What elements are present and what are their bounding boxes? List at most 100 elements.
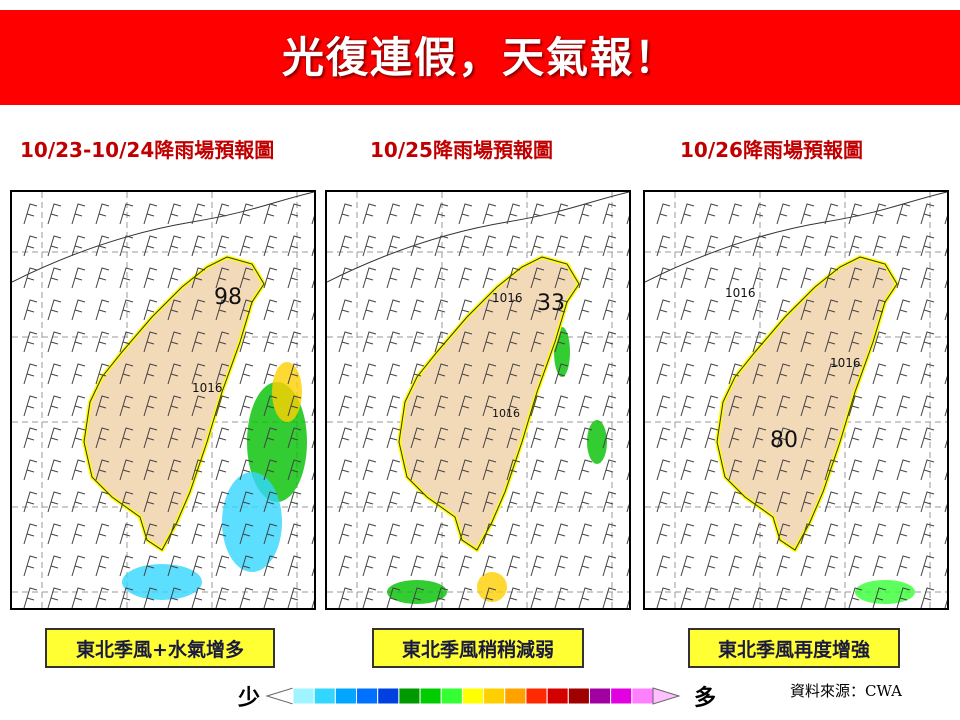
map-label: 1016 [830, 356, 861, 370]
wind-barb [362, 555, 377, 577]
legend-swatch [398, 687, 421, 705]
wind-barb [263, 587, 278, 608]
wind-barb [752, 491, 767, 513]
wind-barb [824, 523, 839, 545]
wind-barb [362, 523, 377, 545]
wind-barb [338, 363, 353, 385]
rain-area [272, 362, 302, 422]
wind-barb [506, 267, 521, 289]
wind-barb [848, 395, 863, 417]
wind-barb [872, 203, 887, 225]
wind-barb [263, 459, 278, 481]
wind-barb [263, 491, 278, 513]
wind-barb [728, 363, 743, 385]
wind-barb [506, 235, 521, 257]
wind-barb [728, 587, 743, 608]
wind-barb [656, 235, 671, 257]
wind-barb [680, 459, 695, 481]
panel-title: 10/25降雨場預報圖 [370, 138, 553, 162]
wind-barb [602, 203, 617, 225]
wind-barb [362, 299, 377, 321]
panel-title: 10/26降雨場預報圖 [680, 138, 863, 162]
wind-barb [896, 523, 911, 545]
wind-barb [95, 299, 110, 321]
wind-barb [47, 203, 62, 225]
wind-barb [656, 491, 671, 513]
wind-barb [776, 267, 791, 289]
wind-barb [386, 299, 401, 321]
wind-barb [656, 523, 671, 545]
wind-barb [848, 427, 863, 449]
wind-barb [215, 363, 230, 385]
wind-barb [95, 267, 110, 289]
wind-barb [530, 235, 545, 257]
wind-barb [386, 523, 401, 545]
wind-barb [143, 427, 158, 449]
wind-barb [287, 587, 302, 608]
wind-barb [119, 299, 134, 321]
wind-barb [680, 427, 695, 449]
rain-area [477, 572, 507, 602]
wind-barb [872, 427, 887, 449]
wind-barb [191, 331, 206, 353]
wind-barb [776, 523, 791, 545]
wind-barb [458, 363, 473, 385]
wind-barb [824, 427, 839, 449]
wind-barb [776, 299, 791, 321]
wind-barb [95, 331, 110, 353]
wind-barb [386, 363, 401, 385]
wind-barb [311, 279, 314, 289]
wind-barb [680, 267, 695, 289]
wind-barb [656, 331, 671, 353]
wind-barb [800, 235, 815, 257]
wind-barb [848, 299, 863, 321]
wind-barb [800, 523, 815, 545]
wind-barb [338, 459, 353, 481]
wind-barb [506, 523, 521, 545]
wind-barb [23, 331, 38, 353]
wind-barb [680, 555, 695, 577]
wind-barb [434, 331, 449, 353]
wind-barb [71, 235, 86, 257]
wind-barb [239, 427, 254, 449]
wind-barb [191, 363, 206, 385]
wind-barb [728, 235, 743, 257]
wind-barb [578, 395, 593, 417]
wind-barb [554, 203, 569, 225]
wind-barb [554, 395, 569, 417]
wind-barb [920, 427, 935, 449]
wind-barb [95, 587, 110, 608]
map-label: 33 [537, 291, 565, 316]
wind-barb [848, 331, 863, 353]
wind-barb [752, 235, 767, 257]
wind-barb [47, 491, 62, 513]
wind-barb [602, 491, 617, 513]
wind-barb [800, 363, 815, 385]
wind-barb [872, 363, 887, 385]
wind-barb [824, 267, 839, 289]
wind-barb [338, 267, 353, 289]
wind-barb [944, 471, 947, 481]
wind-barb [458, 395, 473, 417]
wind-barb [410, 235, 425, 257]
wind-barb [824, 587, 839, 608]
wind-barb [776, 235, 791, 257]
wind-barb [824, 459, 839, 481]
wind-barb [362, 427, 377, 449]
wind-barb [896, 235, 911, 257]
wind-barb [896, 491, 911, 513]
wind-barb [386, 203, 401, 225]
wind-barb [338, 523, 353, 545]
wind-barb [752, 555, 767, 577]
wind-barb [143, 555, 158, 577]
wind-barb [944, 567, 947, 577]
wind-barb [458, 299, 473, 321]
wind-barb [680, 203, 695, 225]
wind-barb [167, 555, 182, 577]
wind-barb [386, 427, 401, 449]
wind-barb [71, 491, 86, 513]
wind-barb [752, 299, 767, 321]
wind-barb [848, 587, 863, 608]
wind-barb [776, 363, 791, 385]
wind-barb [119, 427, 134, 449]
